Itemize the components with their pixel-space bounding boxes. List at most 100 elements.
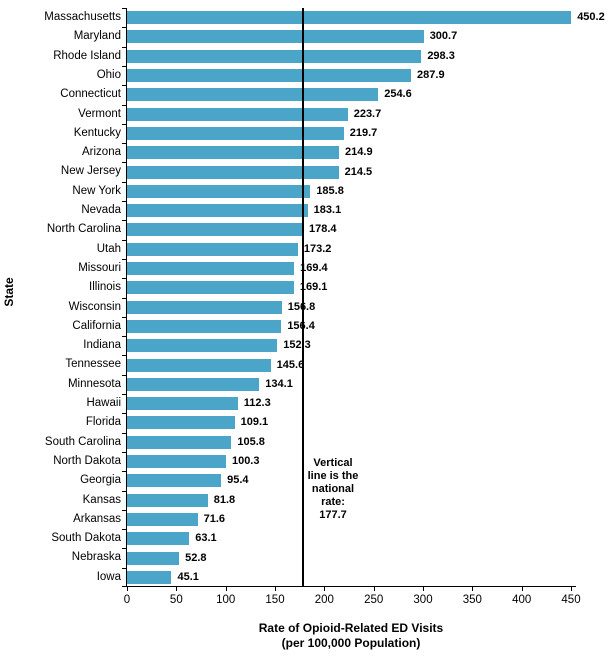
bar — [127, 319, 282, 333]
bar — [127, 165, 339, 179]
category-label: Nevada — [81, 204, 121, 216]
bar — [127, 184, 311, 198]
category-label: Georgia — [80, 474, 121, 487]
y-tick — [122, 85, 126, 87]
category-label: Hawaii — [86, 397, 121, 409]
y-tick — [122, 27, 126, 29]
x-tick-label: 0 — [123, 594, 131, 606]
y-tick — [122, 509, 126, 511]
category-label: Connecticut — [60, 88, 121, 101]
value-label: 95.4 — [227, 474, 249, 487]
x-tick — [176, 587, 178, 591]
y-tick — [122, 220, 126, 222]
value-label: 214.9 — [345, 146, 373, 159]
x-tick — [571, 587, 572, 591]
value-label: 156.4 — [287, 319, 315, 332]
bar — [127, 107, 348, 121]
x-tick-label: 150 — [265, 594, 285, 606]
x-tick — [373, 587, 375, 591]
value-label: 152.3 — [283, 339, 311, 352]
y-tick — [122, 65, 126, 67]
value-label: 63.1 — [195, 532, 217, 545]
y-tick — [122, 181, 126, 183]
category-label: Tennessee — [65, 358, 121, 371]
x-tick-label: 300 — [413, 594, 433, 606]
value-label: 185.8 — [316, 184, 344, 197]
x-tick-label: 350 — [462, 594, 482, 606]
bar — [127, 69, 412, 83]
value-label: 183.1 — [313, 204, 342, 217]
category-label: Arkansas — [73, 512, 121, 525]
x-tick-label: 50 — [169, 594, 183, 606]
bar — [127, 49, 422, 63]
y-tick — [122, 529, 126, 531]
value-label: 71.6 — [203, 512, 226, 525]
bar — [127, 570, 172, 584]
x-tick-label: 400 — [512, 594, 532, 606]
y-tick — [122, 394, 126, 395]
y-tick — [122, 123, 126, 125]
category-label: Vermont — [78, 107, 121, 120]
y-tick — [122, 316, 126, 318]
category-label: North Dakota — [53, 454, 121, 467]
category-label: Kentucky — [73, 126, 121, 139]
y-tick — [122, 413, 126, 415]
bar — [127, 339, 278, 353]
bar — [127, 242, 298, 256]
category-axis: Massachusetts Maryland Rhode Island Ohio Con… — [0, 8, 121, 587]
y-tick — [122, 355, 126, 357]
bar — [127, 300, 282, 314]
y-tick — [122, 143, 126, 145]
x-tick — [521, 587, 523, 591]
value-label: 287.9 — [417, 69, 445, 82]
value-label: 450.2 — [577, 11, 605, 24]
y-tick — [122, 46, 126, 48]
plot-area: 450.2 300.7 298.3 287.9 254.6 223.7 219.7 214.9… — [122, 8, 605, 606]
category-label: Kansas — [82, 493, 121, 506]
value-label: 298.3 — [427, 49, 455, 62]
y-tick — [122, 490, 126, 492]
value-label: 214.5 — [344, 165, 373, 178]
category-label: North Carolina — [46, 223, 121, 236]
national-rate-reference-line — [302, 8, 304, 587]
category-label: Missouri — [78, 261, 121, 274]
value-label: 100.3 — [231, 455, 260, 468]
bar — [127, 358, 271, 372]
y-tick — [122, 586, 126, 587]
value-label: 45.1 — [177, 570, 199, 583]
y-tick — [122, 567, 126, 569]
value-label: 219.7 — [349, 126, 378, 139]
category-label: Wisconsin — [68, 300, 121, 313]
category-label: California — [72, 319, 121, 332]
category-label: Utah — [96, 242, 121, 255]
y-tick — [122, 239, 126, 241]
x-tick — [423, 587, 424, 591]
y-tick — [122, 297, 126, 299]
x-tick-label: 450 — [561, 594, 581, 606]
y-tick — [122, 471, 126, 473]
category-label: New Jersey — [60, 165, 121, 178]
y-tick — [122, 201, 126, 202]
category-label: Indiana — [83, 339, 121, 352]
y-tick — [122, 258, 126, 260]
x-tick — [127, 587, 128, 591]
bar — [127, 474, 222, 488]
x-tick-label: 250 — [364, 594, 384, 606]
category-label: Maryland — [73, 30, 121, 43]
bar — [127, 126, 344, 140]
value-label: 223.7 — [353, 107, 382, 120]
value-label: 105.8 — [237, 435, 265, 448]
y-tick — [122, 432, 126, 434]
bar — [127, 11, 572, 25]
value-label: 52.8 — [185, 551, 207, 564]
value-label: 300.7 — [429, 30, 458, 43]
x-tick-label: 100 — [216, 594, 236, 606]
bar — [127, 377, 260, 391]
y-tick — [122, 336, 126, 338]
y-tick — [122, 162, 126, 164]
category-label: South Carolina — [44, 435, 121, 448]
x-tick-label: 200 — [314, 594, 334, 606]
bar — [127, 455, 226, 469]
x-tick — [472, 587, 474, 591]
